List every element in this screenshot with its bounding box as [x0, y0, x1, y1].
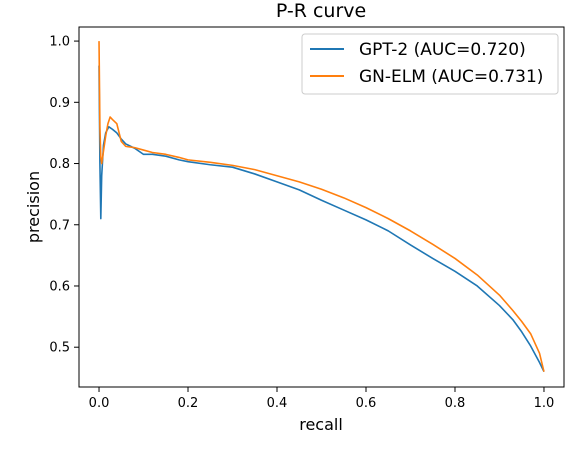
- x-axis-ticks: 0.0 0.2 0.4 0.6 0.8 1.0: [89, 387, 555, 411]
- x-tick-label: 0.0: [89, 396, 110, 411]
- series-line-gnelm: [98, 41, 545, 372]
- x-tick-label: 0.8: [445, 396, 466, 411]
- y-axis-ticks: 0.5 0.6 0.7 0.8 0.9 1.0: [49, 35, 79, 356]
- y-tick-label: 0.5: [49, 341, 70, 356]
- series-line-gpt2: [98, 65, 545, 373]
- legend-label-gpt2: GPT-2 (AUC=0.720): [359, 40, 526, 60]
- legend: GPT-2 (AUC=0.720) GN-ELM (AUC=0.731): [301, 33, 559, 95]
- y-tick-label: 0.7: [49, 218, 70, 233]
- x-tick-label: 1.0: [534, 396, 555, 411]
- x-axis-label: recall: [299, 415, 343, 434]
- y-tick-label: 0.9: [49, 96, 70, 111]
- legend-label-gnelm: GN-ELM (AUC=0.731): [359, 67, 543, 87]
- x-tick-label: 0.6: [356, 396, 377, 411]
- series-layer: [98, 41, 545, 373]
- y-axis-label: precision: [24, 171, 43, 243]
- y-tick-label: 0.8: [49, 157, 70, 172]
- y-tick-label: 1.0: [49, 35, 70, 50]
- x-tick-label: 0.2: [178, 396, 199, 411]
- legend-box: [301, 33, 559, 95]
- x-tick-label: 0.4: [267, 396, 288, 411]
- y-tick-label: 0.6: [49, 279, 70, 294]
- chart-title: P-R curve: [276, 0, 366, 22]
- axes-border: [78, 26, 565, 388]
